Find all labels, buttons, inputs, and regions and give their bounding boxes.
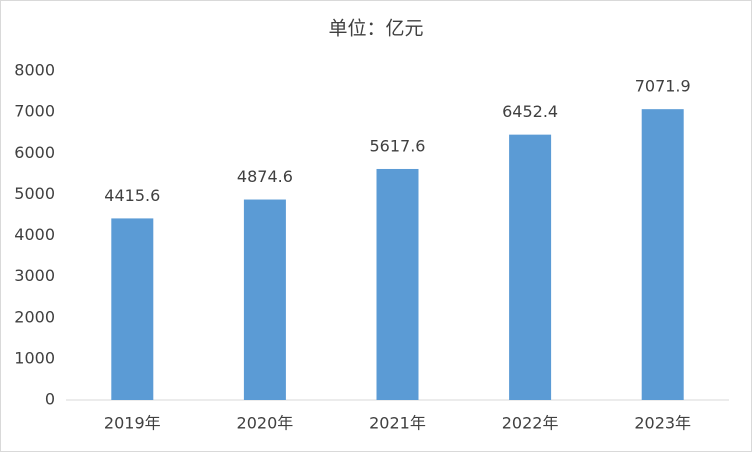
- data-label: 6452.4: [502, 102, 558, 121]
- x-tick-label: 2023年: [634, 414, 691, 433]
- y-tick-label: 4000: [14, 225, 55, 244]
- chart-title: 单位：亿元: [328, 18, 423, 40]
- y-tick-label: 6000: [14, 143, 55, 162]
- data-label: 4874.6: [237, 167, 293, 186]
- y-tick-label: 7000: [14, 102, 55, 121]
- x-tick-label: 2019年: [104, 414, 161, 433]
- y-tick-label: 8000: [14, 61, 55, 80]
- bar: [509, 134, 552, 400]
- data-label: 4415.6: [104, 186, 160, 205]
- bar: [376, 168, 419, 400]
- x-tick-label: 2020年: [237, 414, 294, 433]
- y-tick-label: 2000: [14, 307, 55, 326]
- data-label: 5617.6: [370, 136, 426, 155]
- x-tick-label: 2022年: [502, 414, 559, 433]
- bar: [111, 218, 154, 400]
- data-label: 7071.9: [635, 77, 691, 96]
- bar: [243, 199, 286, 400]
- y-tick-label: 3000: [14, 266, 55, 285]
- x-tick-label: 2021年: [369, 414, 426, 433]
- bar: [641, 109, 684, 400]
- y-tick-label: 0: [45, 390, 55, 409]
- y-tick-label: 1000: [14, 348, 55, 367]
- y-tick-label: 5000: [14, 184, 55, 203]
